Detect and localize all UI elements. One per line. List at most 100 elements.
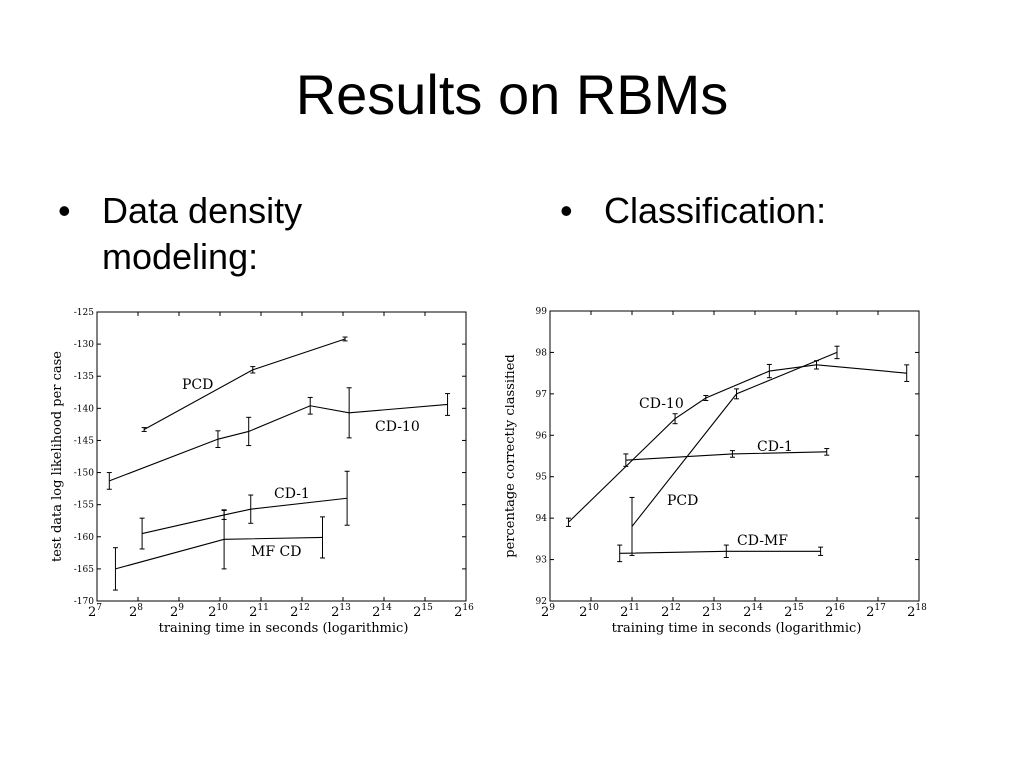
plot-frame [549,310,920,602]
series-line [631,351,838,527]
x-tick-label: 213 [331,603,351,620]
y-tick-label: 92 [536,597,547,607]
error-bar [342,336,348,342]
y-tick-label: -140 [74,404,94,414]
y-tick-label: -170 [74,597,94,607]
x-tick-label: 216 [454,603,474,620]
error-bar [818,546,824,556]
series-cd-10 [106,387,451,490]
x-tick-label: 214 [743,603,763,620]
error-bar [904,364,910,382]
error-bar [824,448,830,456]
bullet-text: Classification: [604,190,827,231]
series-label: CD-10 [639,396,684,412]
error-bar [565,517,571,527]
y-tick-label: -130 [74,340,94,350]
series-pcd [141,336,348,432]
bullet-text: Data density modeling: [102,190,303,277]
series-line [143,338,346,431]
error-bar [617,544,623,563]
y-tick-label: 94 [536,514,548,524]
error-bar [834,345,840,360]
series-line [109,403,448,482]
error-bar [141,427,147,432]
y-tick-label: 93 [536,556,548,566]
bullet-symbol: • [560,190,573,231]
error-bar [344,470,350,526]
x-tick-label: 210 [208,603,228,620]
error-bar [250,366,256,374]
series-mf-cd [112,509,325,591]
x-tick-label: 218 [907,603,927,620]
y-tick-label: 96 [536,431,548,441]
y-axis-label: test data log likelihood per case [50,351,65,562]
error-bar [106,472,112,490]
x-tick-label: 211 [620,603,640,620]
y-tick-label: 99 [536,307,548,317]
error-bar [221,509,227,570]
error-bar [729,450,735,458]
series-line [625,451,827,461]
error-bar [246,416,252,447]
series-line [568,364,907,523]
series-label: CD-10 [375,419,420,435]
classification-chart: 92 93 94 95 96 97 98 99 29 210 211 212 213 214 215 216 2… [505,307,927,636]
error-bar [307,396,313,415]
error-bar [139,517,145,550]
y-tick-label: -135 [74,372,94,382]
x-tick-label: 213 [702,603,722,620]
y-tick-label: 98 [536,348,548,358]
y-tick-label: -125 [74,308,94,318]
x-tick-label: 29 [170,603,184,620]
x-axis-label: training time in seconds (logarithmic) [612,621,862,636]
x-axis-label: training time in seconds (logarithmic) [159,621,409,636]
series-cd-mf [617,544,824,563]
error-bar [112,547,118,591]
error-bar [629,496,635,556]
x-tick-label: 27 [88,603,102,620]
error-bar [623,453,629,467]
x-tick-label: 210 [579,603,599,620]
density-chart: -125 -130 -135 -140 -145 -150 -155 -160 -165 -170… [50,308,474,636]
error-bar [320,516,325,559]
x-tick-label: 217 [866,603,886,620]
series-cd-10 [565,360,910,527]
error-bar [766,363,772,379]
x-tick-label: 29 [541,603,555,620]
x-tick-label: 216 [825,603,845,620]
error-bar [672,413,678,425]
error-bar [215,430,221,449]
y-axis-label: percentage correctly classified [505,354,518,557]
series-label: PCD [182,377,213,393]
error-bar [734,388,740,400]
series-label: CD-1 [274,486,310,502]
y-tick-label: -165 [74,565,94,575]
slide-title: Results on RBMs [295,63,729,126]
x-tick-label: 215 [784,603,804,620]
y-tick-label: -160 [74,533,94,543]
series-line [141,497,348,535]
series-pcd [629,345,840,556]
x-tick-label: 215 [413,603,433,620]
series-label: MF CD [251,544,301,560]
y-tick-label: -155 [74,501,94,511]
error-bar [703,395,709,401]
error-bar [445,393,451,416]
series-label: PCD [667,493,698,509]
y-tick-label: -150 [74,469,94,479]
series-label: CD-1 [757,439,793,455]
plot-frame [96,311,467,602]
x-tick-label: 212 [661,603,681,620]
x-tick-label: 214 [372,603,392,620]
x-tick-label: 28 [129,603,143,620]
bullet-symbol: • [58,190,71,231]
y-tick-label: 97 [536,390,548,400]
series-cd-1 [623,448,830,467]
y-tick-label: -145 [74,436,94,446]
series-line [619,550,821,554]
error-bar [346,387,352,439]
y-tick-label: 95 [536,473,548,483]
series-label: CD-MF [737,533,788,549]
x-tick-label: 212 [290,603,310,620]
x-tick-label: 211 [249,603,269,620]
